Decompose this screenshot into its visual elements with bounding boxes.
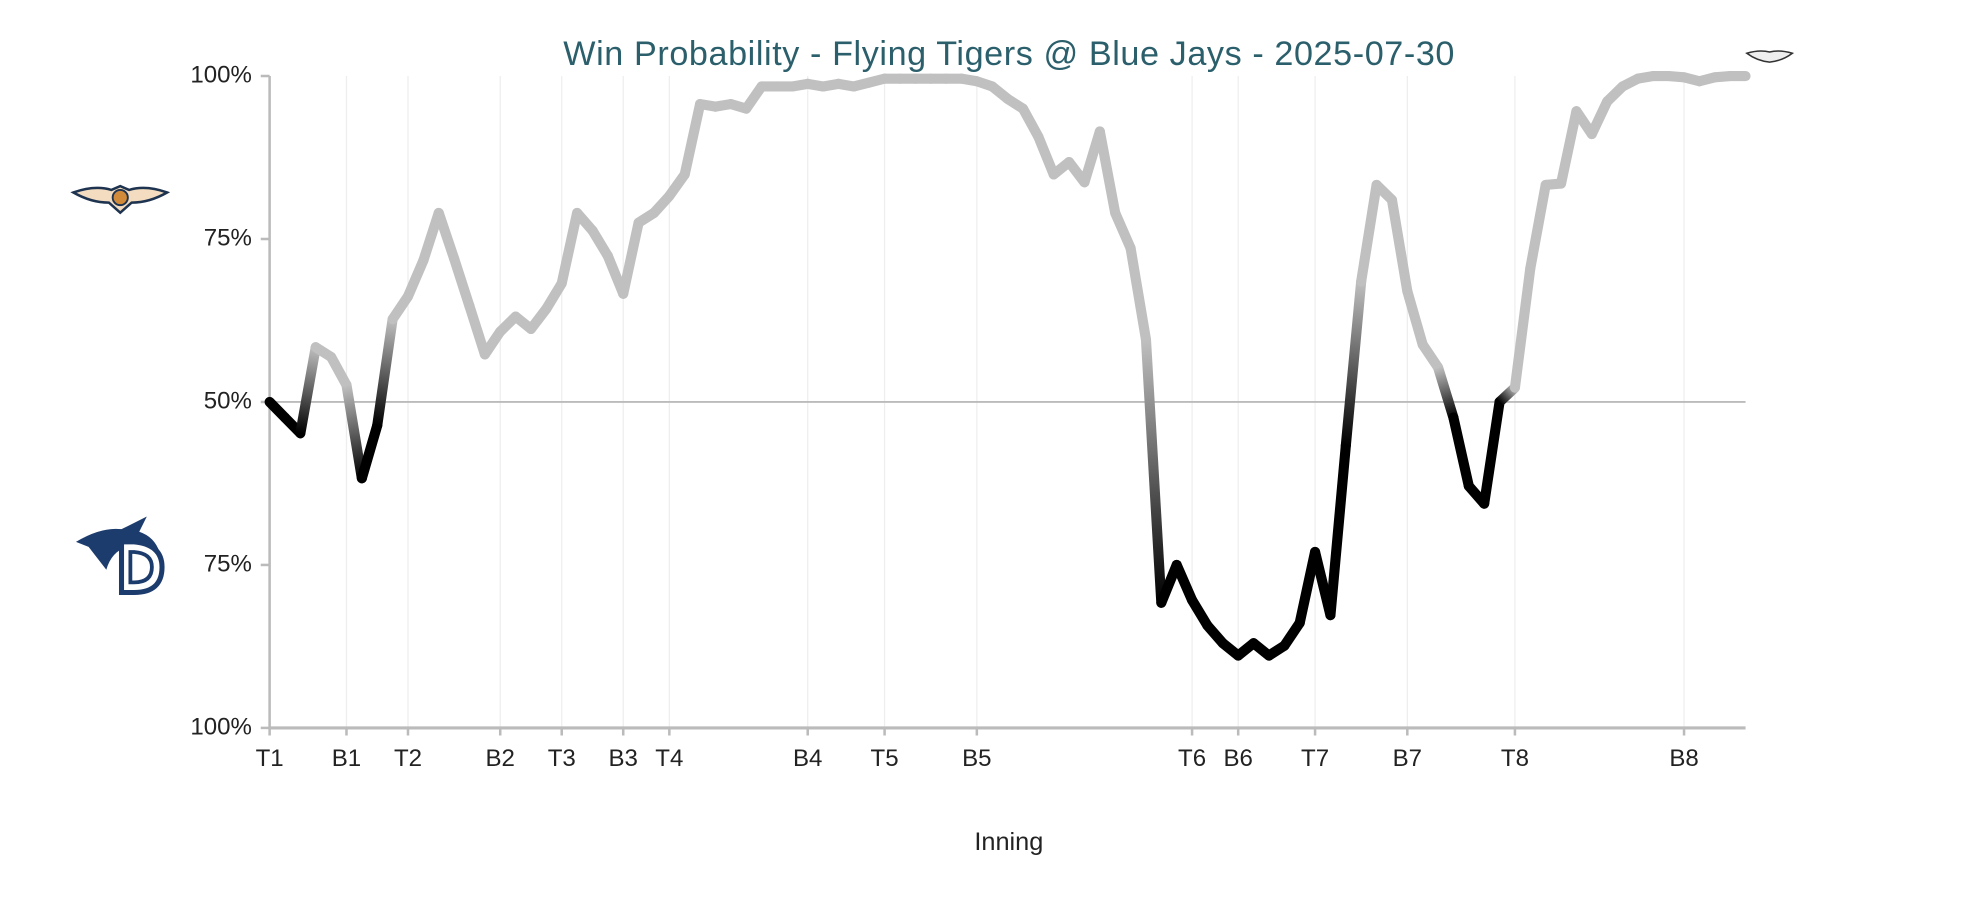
chart-title: Win Probability - Flying Tigers @ Blue J… [563, 35, 1454, 73]
win-prob-segment [1525, 179, 1551, 274]
win-prob-segment [1017, 103, 1044, 142]
win-prob-segment [1555, 106, 1582, 189]
win-prob-segment [1125, 243, 1152, 345]
win-prob-segment [464, 301, 490, 360]
win-prob-segment [433, 207, 460, 264]
tigers-logo [70, 184, 171, 215]
win-prob-segment [1110, 207, 1136, 254]
win-prob-segment [1140, 334, 1167, 608]
win-prob-segment [402, 255, 429, 302]
win-prob-segment [295, 342, 321, 439]
y-tick-label: 75% [204, 550, 252, 577]
win-prob-segment [326, 351, 352, 391]
win-prob-segment [1356, 179, 1382, 287]
win-prob-segment [1432, 362, 1459, 423]
y-tick-label: 50% [204, 387, 252, 414]
x-tick-label: T1 [256, 745, 284, 772]
win-prob-segment [556, 207, 583, 289]
x-axis-label: Inning [974, 828, 1043, 856]
win-prob-segment [1094, 126, 1121, 218]
x-tick-label: B2 [486, 745, 515, 772]
x-tick-label: T7 [1301, 745, 1329, 772]
corner-logo [1745, 50, 1795, 63]
x-tick-label: T6 [1178, 745, 1206, 772]
win-prob-segment [1479, 396, 1505, 509]
y-tick-label: 100% [190, 713, 252, 740]
x-tick-label: T3 [548, 745, 576, 772]
x-tick-label: T2 [394, 745, 422, 772]
x-tick-label: B7 [1393, 745, 1422, 772]
x-tick-label: B8 [1669, 745, 1698, 772]
x-tick-label: B1 [332, 745, 361, 772]
win-prob-segment [1033, 131, 1059, 180]
y-tick-label: 75% [204, 224, 252, 251]
win-prob-segment [1171, 559, 1198, 606]
x-tick-label: B5 [962, 745, 991, 772]
x-tick-label: B3 [609, 745, 638, 772]
win-prob-segment [449, 253, 475, 312]
win-prob-segment [1325, 440, 1351, 621]
win-prob-segment [341, 379, 367, 484]
blue-jays-logo [75, 516, 165, 596]
win-prob-segment [1294, 546, 1321, 629]
win-prob-segment [1448, 412, 1474, 492]
win-prob-segment [1509, 263, 1536, 393]
x-tick-label: T8 [1501, 745, 1529, 772]
win-prob-segment [1586, 96, 1613, 140]
win-prob-segment [679, 98, 706, 180]
win-prob-segment [372, 314, 398, 431]
win-prob-segment [1340, 276, 1367, 451]
win-prob-segment [1386, 194, 1413, 297]
x-tick-label: B4 [793, 745, 822, 772]
x-tick-label: T4 [655, 745, 683, 772]
x-tick-label: B6 [1223, 745, 1252, 772]
x-tick-label: T5 [871, 745, 899, 772]
win-prob-segment [356, 420, 383, 484]
y-tick-label: 100% [190, 61, 252, 88]
win-prob-segment [1402, 286, 1428, 350]
win-prob-segment [618, 217, 644, 299]
